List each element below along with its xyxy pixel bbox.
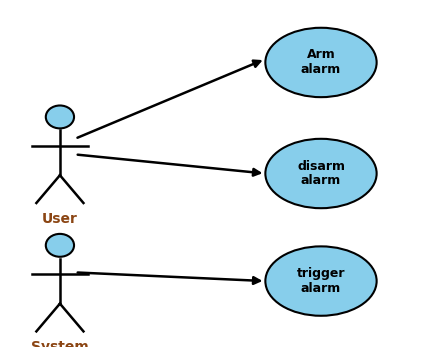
Text: disarm
alarm: disarm alarm xyxy=(297,160,345,187)
Text: trigger
alarm: trigger alarm xyxy=(297,267,345,295)
Text: System: System xyxy=(31,340,89,347)
Circle shape xyxy=(46,105,74,128)
Ellipse shape xyxy=(265,246,377,316)
Text: Arm
alarm: Arm alarm xyxy=(301,49,341,76)
Ellipse shape xyxy=(265,139,377,208)
Text: User: User xyxy=(42,212,78,226)
Circle shape xyxy=(46,234,74,257)
Ellipse shape xyxy=(265,28,377,97)
